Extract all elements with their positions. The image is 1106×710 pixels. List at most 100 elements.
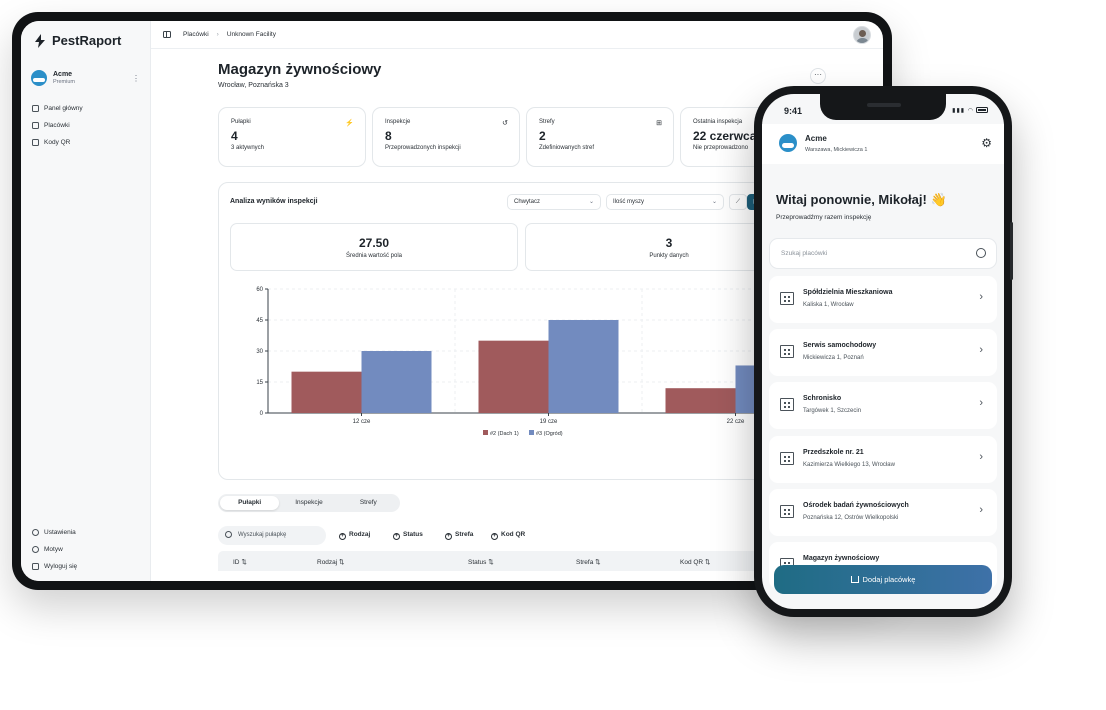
add-facility-button[interactable]: Dodaj placówkę (774, 565, 992, 594)
user-avatar[interactable] (853, 26, 871, 44)
sidebar-toggle-icon[interactable] (163, 31, 171, 38)
tab-traps[interactable]: Pułapki (220, 496, 280, 510)
org-avatar (779, 134, 797, 152)
filter-qr-button[interactable]: + Kod QR (483, 526, 533, 545)
facility-search-input[interactable]: Szukaj placówki (769, 238, 997, 269)
trap-type-select[interactable]: Chwytacz ⌄ (507, 194, 601, 210)
chart-bar (548, 320, 619, 413)
column-label: ID (233, 559, 240, 566)
phone-screen: 9:41 ▮▮▮ ◠ Acme Warszawa, Mickiewicza 1 … (762, 94, 1004, 609)
tab-bar: Pułapki Inspekcje Strefy (218, 494, 400, 512)
sidebar-item-label: Kody QR (44, 139, 71, 146)
phone-notch (820, 94, 946, 120)
greeting-subtitle: Przeprowadźmy razem inspekcję (776, 214, 872, 221)
org-switcher[interactable]: Acme Premium ⋮ (31, 70, 140, 86)
wifi-icon: ◠ (967, 108, 974, 114)
stat-card-inspections: Inspekcje 8 Przeprowadzonych inspekcji ↺ (372, 107, 520, 167)
facility-address: Kaliska 1, Wrocław (803, 302, 854, 308)
stat-label: Ostatnia inspekcja (693, 119, 743, 125)
filter-label: Status (403, 531, 423, 538)
sidebar-item-settings[interactable]: Ustawienia (31, 524, 141, 541)
history-icon: ↺ (502, 120, 508, 127)
metric-select[interactable]: Ilość myszy ⌄ (606, 194, 724, 210)
breadcrumb-separator-icon: › (216, 31, 219, 38)
metric-label: Średnia wartość pola (345, 253, 403, 259)
logout-icon (32, 563, 39, 570)
tab-zones[interactable]: Strefy (359, 499, 377, 506)
y-tick-label: 0 (260, 411, 264, 417)
facility-list-item[interactable]: Spółdzielnia Mieszkaniowa Kaliska 1, Wro… (769, 276, 997, 323)
line-chart-toggle[interactable]: ⟋ (729, 194, 747, 210)
mobile-header: Acme Warszawa, Mickiewicza 1 ⚙ (762, 124, 1004, 164)
stat-description: Przeprowadzonych inspekcji (385, 145, 461, 151)
facility-address: Poznańska 12, Ostrów Wielkopolski (803, 515, 899, 521)
sidebar-item-label: Placówki (44, 122, 70, 129)
facility-list-item[interactable]: Ośrodek badań żywnościowych Poznańska 12… (769, 489, 997, 536)
phone-frame: 9:41 ▮▮▮ ◠ Acme Warszawa, Mickiewicza 1 … (754, 86, 1013, 617)
column-header-type[interactable]: Rodzaj ⇅ (317, 558, 345, 566)
column-header-id[interactable]: ID ⇅ (233, 558, 247, 566)
facility-list-item[interactable]: Przedszkole nr. 21 Kazimierza Wielkiego … (769, 436, 997, 483)
column-label: Strefa (576, 559, 594, 566)
search-placeholder: Wyszukaj pułapkę (238, 532, 287, 538)
x-tick-label: 19 cze (540, 419, 558, 425)
filter-type-button[interactable]: + Rodzaj (331, 526, 378, 545)
sidebar-item-theme[interactable]: Motyw (31, 541, 141, 558)
logo-icon (35, 33, 45, 48)
facility-list-item[interactable]: Serwis samochodowy Mickiewicza 1, Poznań… (769, 329, 997, 376)
x-tick-label: 22 cze (727, 419, 745, 425)
sidebar: PestRaport Acme Premium ⋮ Panel główny P… (21, 21, 151, 581)
chart-bar (361, 351, 432, 413)
sidebar-item-facilities[interactable]: Placówki (31, 117, 140, 134)
column-header-status[interactable]: Status ⇅ (468, 558, 494, 566)
house-icon (850, 576, 859, 583)
status-time: 9:41 (784, 106, 803, 116)
search-icon (225, 531, 232, 538)
sort-icon: ⇅ (595, 559, 601, 566)
facility-list-item[interactable]: Schronisko Targówek 1, Szczecin › (769, 382, 997, 429)
legend-swatch (529, 430, 534, 435)
stat-value: 2 (539, 129, 546, 143)
more-options-button[interactable]: ··· (810, 68, 826, 84)
facility-address: Targówek 1, Szczecin (803, 408, 862, 414)
facility-name: Magazyn żywnościowy (803, 555, 880, 562)
sidebar-item-label: Ustawienia (44, 529, 76, 536)
legend-label: #2 (Dach 1) (490, 431, 519, 437)
chevron-down-icon: ⌄ (588, 199, 594, 205)
filter-zone-button[interactable]: + Strefa (437, 526, 481, 545)
page-title: Magazyn żywnościowy (218, 61, 382, 78)
trap-search-input[interactable]: Wyszukaj pułapkę (218, 526, 326, 545)
chevron-right-icon: › (979, 504, 983, 516)
gear-icon[interactable]: ⚙ (981, 136, 992, 150)
sort-icon: ⇅ (704, 559, 711, 566)
column-header-zone[interactable]: Strefa ⇅ (576, 558, 601, 566)
chevron-right-icon: › (979, 451, 983, 463)
stat-label: Pułapki (231, 119, 251, 125)
brand-logo[interactable]: PestRaport (34, 33, 140, 48)
building-icon (780, 398, 794, 411)
sidebar-item-label: Motyw (44, 546, 63, 553)
grid-icon: ⊞ (656, 120, 662, 127)
sidebar-item-logout[interactable]: Wyloguj się (31, 558, 141, 575)
home-icon (32, 105, 39, 112)
plus-circle-icon: + (445, 533, 452, 540)
y-tick-label: 15 (256, 380, 263, 386)
sidebar-item-dashboard[interactable]: Panel główny (31, 100, 140, 117)
column-header-qr[interactable]: Kod QR ⇅ (680, 558, 710, 566)
stat-value: 8 (385, 129, 392, 143)
filter-label: Rodzaj (349, 531, 371, 538)
breadcrumb-facilities[interactable]: Placówki (183, 31, 209, 38)
tablet-frame: PestRaport Acme Premium ⋮ Panel główny P… (12, 12, 892, 590)
sidebar-item-label: Panel główny (44, 105, 83, 112)
search-icon (976, 248, 986, 258)
filter-status-button[interactable]: + Status (385, 526, 431, 545)
search-placeholder: Szukaj placówki (781, 250, 828, 257)
sidebar-item-qr-codes[interactable]: Kody QR (31, 134, 140, 151)
org-address: Warszawa, Mickiewicza 1 (805, 147, 868, 153)
more-vertical-icon[interactable]: ⋮ (132, 73, 140, 83)
sun-icon (32, 546, 39, 553)
status-icons: ▮▮▮ ◠ (952, 107, 988, 114)
plus-circle-icon: + (339, 533, 346, 540)
tab-inspections[interactable]: Inspekcje (295, 499, 323, 506)
stat-label: Inspekcje (385, 119, 411, 125)
